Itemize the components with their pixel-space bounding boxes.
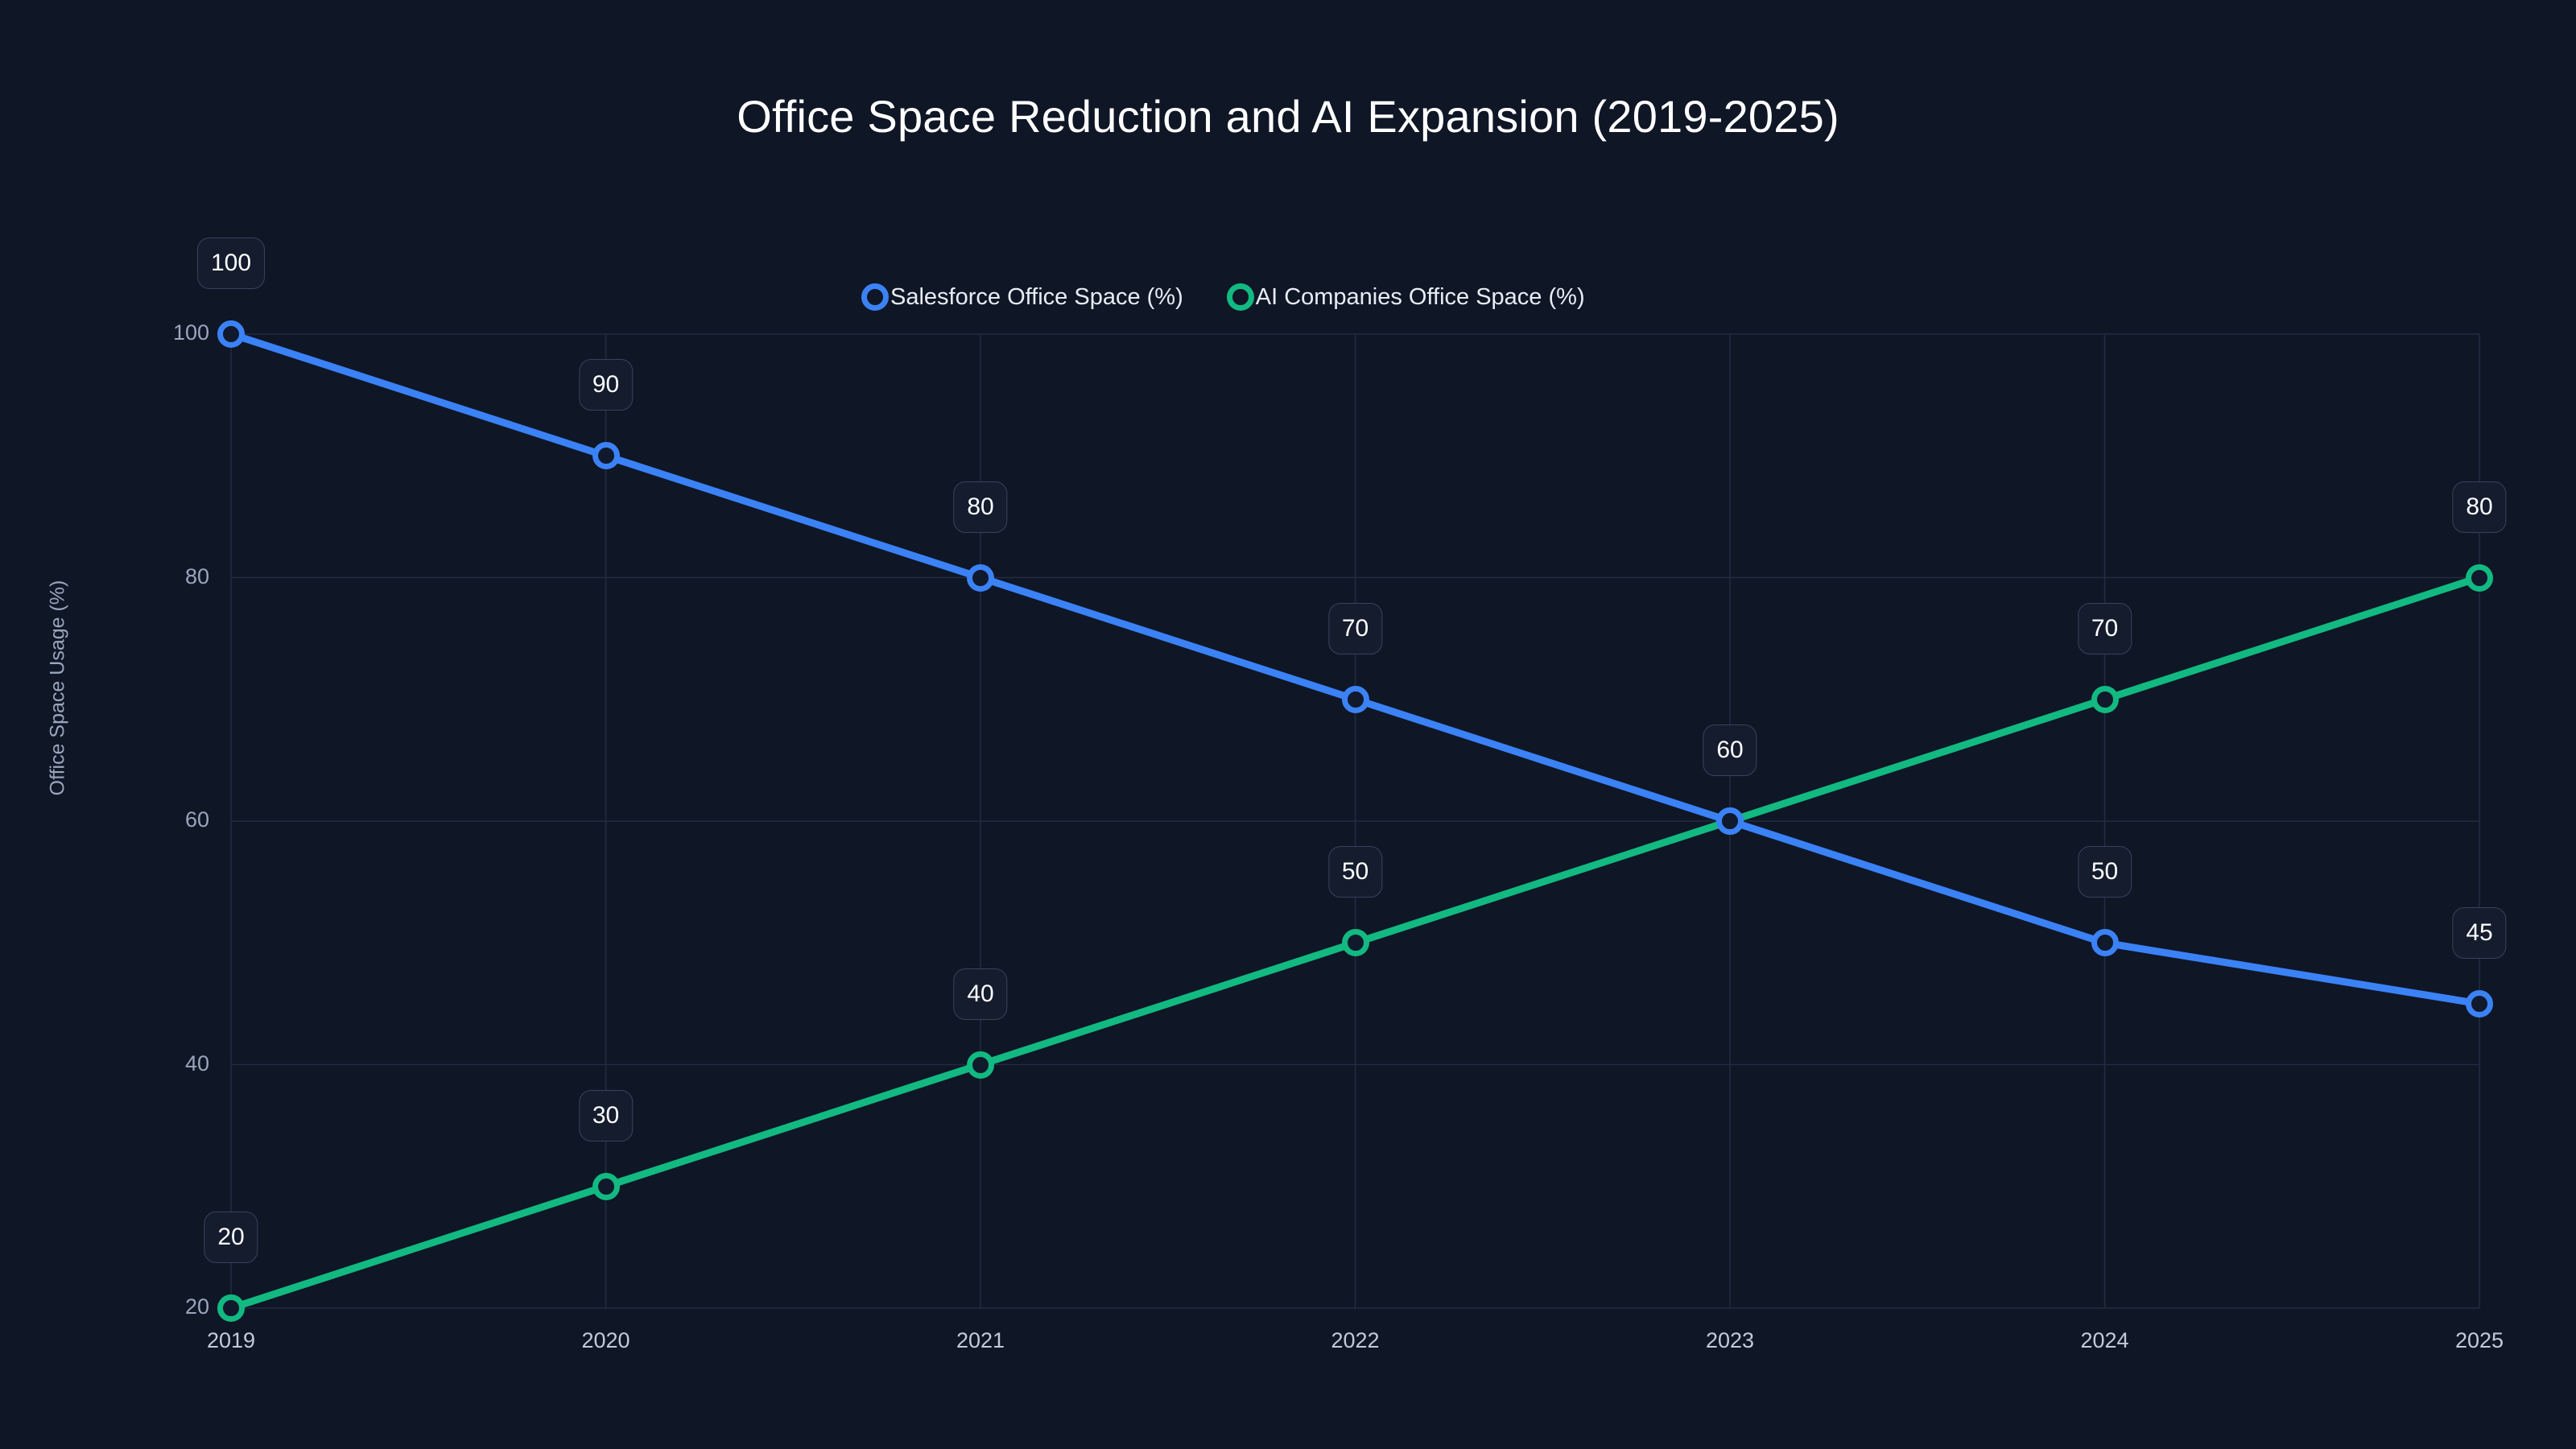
data-point-marker[interactable]: [1341, 929, 1369, 957]
data-point-label: 50: [1327, 846, 1383, 898]
data-point-label: 100: [196, 237, 266, 289]
data-point-marker[interactable]: [2466, 989, 2493, 1018]
data-point-marker[interactable]: [1716, 807, 1744, 835]
legend-marker-circle-icon: [861, 283, 889, 311]
page-title: Office Space Reduction and AI Expansion …: [737, 91, 1839, 142]
x-axis-tick-label: 2019: [206, 1328, 256, 1352]
y-axis-tick-label: 100: [172, 320, 209, 345]
data-point-marker[interactable]: [2091, 685, 2119, 713]
data-point-marker[interactable]: [2091, 929, 2119, 957]
data-point-marker[interactable]: [592, 1172, 620, 1200]
data-point-label: 60: [1703, 724, 1757, 776]
data-point-marker[interactable]: [967, 1051, 994, 1079]
data-point-marker[interactable]: [1341, 685, 1369, 713]
data-point-label: 80: [2452, 481, 2507, 533]
y-axis-tick-label: 80: [184, 564, 209, 588]
legend-item-ai-companies[interactable]: AI Companies Office Space (%): [1226, 283, 1585, 311]
legend-marker-circle-icon: [1226, 283, 1254, 311]
data-point-label: 80: [953, 481, 1008, 533]
data-point-marker[interactable]: [217, 320, 245, 348]
data-point-label: 90: [578, 359, 634, 411]
chart-legend: Salesforce Office Space (%) AI Companies…: [861, 283, 1585, 311]
x-axis-tick-label: 2023: [1705, 1328, 1755, 1352]
data-point-marker[interactable]: [2466, 564, 2493, 592]
legend-item-salesforce[interactable]: Salesforce Office Space (%): [861, 283, 1183, 311]
data-point-marker[interactable]: [967, 564, 994, 592]
data-point-label: 70: [2077, 602, 2132, 654]
legend-label: Salesforce Office Space (%): [890, 283, 1183, 310]
x-axis-tick-label: 2020: [581, 1328, 630, 1352]
data-point-label: 50: [2077, 846, 2132, 898]
x-axis-tick-label: 2025: [2454, 1328, 2504, 1352]
x-axis-tick-label: 2022: [1331, 1328, 1380, 1352]
legend-label: AI Companies Office Space (%): [1255, 283, 1585, 310]
gridlines: [230, 333, 2480, 1309]
data-point-label: 70: [1327, 602, 1383, 654]
y-axis-tick-label: 40: [184, 1051, 209, 1075]
data-point-marker[interactable]: [592, 442, 620, 470]
data-point-label: 45: [2452, 906, 2507, 959]
data-point-label: 20: [204, 1212, 258, 1263]
data-point-label: 40: [953, 968, 1008, 1020]
y-axis-tick-label: 60: [184, 807, 209, 832]
data-point-label: 30: [578, 1089, 634, 1141]
x-axis-tick-label: 2021: [956, 1328, 1005, 1352]
x-axis-tick-label: 2024: [2080, 1328, 2129, 1352]
y-axis-tick-label: 20: [184, 1294, 209, 1319]
data-point-marker[interactable]: [217, 1294, 245, 1322]
